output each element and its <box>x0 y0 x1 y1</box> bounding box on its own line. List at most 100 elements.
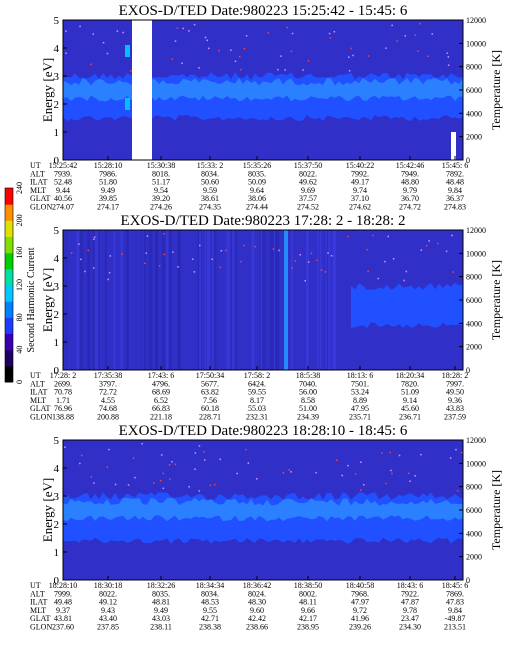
speckle <box>168 464 171 466</box>
speckle <box>419 22 421 25</box>
speckle <box>80 454 83 457</box>
y-axis-label: Energy [eV] <box>40 478 55 542</box>
speckle <box>84 270 86 273</box>
speckle <box>70 252 73 254</box>
striation <box>305 230 309 370</box>
speckle <box>367 55 370 57</box>
table-cell: 8.17 <box>250 396 264 405</box>
speckle <box>352 54 354 57</box>
speckle <box>161 454 163 456</box>
striation <box>197 230 201 370</box>
speckle <box>130 70 132 72</box>
speckle <box>420 453 422 456</box>
table-cell: 42.71 <box>201 614 219 623</box>
table-cell: 9.43 <box>101 606 115 615</box>
speckle <box>172 251 174 253</box>
table-cell: 15:35:26 <box>243 161 271 170</box>
speckle <box>198 490 201 492</box>
speckle <box>132 457 135 459</box>
table-cell: 274.26 <box>150 203 172 212</box>
table-cell: 274.62 <box>349 203 371 212</box>
y-tick-label: 3 <box>54 71 60 83</box>
striation <box>204 230 206 370</box>
table-cell: 48.81 <box>152 598 170 607</box>
table-cell: 43.03 <box>152 614 170 623</box>
panel-1: EXOS-D/TED Date:980223 15:25:42 - 15:45:… <box>30 3 503 212</box>
speckle <box>121 253 123 255</box>
striation <box>251 230 255 370</box>
table-cell: 7820. <box>401 379 419 388</box>
speckle <box>403 279 405 282</box>
table-cell: 3797. <box>99 379 117 388</box>
speckle <box>211 258 213 260</box>
table-cell: 48.30 <box>248 598 266 607</box>
table-cell: 18:36:42 <box>243 581 271 590</box>
striation <box>87 230 91 370</box>
speckle <box>240 260 242 263</box>
striation <box>66 230 68 370</box>
speckle <box>236 472 238 475</box>
speckle <box>447 56 450 58</box>
table-cell: 9.37 <box>56 606 70 615</box>
table-cell: 38.06 <box>248 194 266 203</box>
table-cell: 7939. <box>54 169 72 178</box>
table-cell: 1.71 <box>56 396 70 405</box>
speckle <box>209 484 212 487</box>
colorbar-swatch <box>5 349 13 367</box>
speckle <box>372 234 374 237</box>
table-cell: 274.44 <box>246 203 268 212</box>
table-cell: 18:5:38 <box>296 371 320 380</box>
speckle <box>87 249 89 252</box>
table-cell: 8034. <box>201 169 219 178</box>
striation <box>168 230 172 370</box>
row-label: GLON <box>30 413 52 422</box>
table-cell: 49.17 <box>351 178 369 187</box>
y-tick-label: 5 <box>54 225 60 237</box>
table-cell: 18:32:26 <box>147 581 175 590</box>
speckle <box>171 461 173 463</box>
speckle <box>146 235 149 237</box>
striation <box>98 230 99 370</box>
table-cell: 18:43: 6 <box>397 581 423 590</box>
speckle <box>320 269 323 271</box>
table-cell: 9.59 <box>203 186 217 195</box>
colorbar: 0 40 80 120 160 200 240 Second Harmonic Current <box>4 182 37 384</box>
striation <box>273 230 276 370</box>
y2-tick-label: 10000 <box>466 249 486 258</box>
chart-title: EXOS-D/TED Date:980223 17:28: 2 - 18:28:… <box>121 213 406 229</box>
speckle <box>366 248 368 251</box>
table-cell: 7869. <box>446 589 464 598</box>
table-cell: 7992. <box>351 169 369 178</box>
speckle <box>420 249 423 251</box>
table-cell: 9.49 <box>154 606 168 615</box>
table-cell: 9.78 <box>403 606 417 615</box>
table-cell: 234.30 <box>399 623 421 632</box>
y-tick-label: 3 <box>54 491 60 503</box>
speckle <box>427 55 429 57</box>
table-cell: 63.82 <box>201 388 219 397</box>
table-cell: 274.35 <box>199 203 221 212</box>
speckle <box>182 27 184 30</box>
table-cell: 237.59 <box>444 413 466 422</box>
speckle <box>288 469 290 471</box>
table-cell: 68.69 <box>152 388 170 397</box>
colorbar-tick-label: 160 <box>15 247 24 259</box>
speckle <box>198 445 201 447</box>
speckle <box>290 50 293 53</box>
colorbar-tick-label: 80 <box>15 313 24 321</box>
speckle <box>431 33 433 35</box>
table-cell: 7501. <box>351 379 369 388</box>
speckle <box>243 244 245 247</box>
y2-tick-label: 0 <box>466 576 470 585</box>
speckle <box>145 252 147 254</box>
speckle <box>347 235 349 238</box>
table-cell: 47.95 <box>351 404 369 413</box>
speckle <box>290 471 292 473</box>
speckle <box>176 27 179 29</box>
speckle <box>377 277 379 280</box>
colorbar-tick-label: 200 <box>15 214 24 226</box>
y-tick-label: 0 <box>54 365 60 377</box>
y2-tick-label: 2000 <box>466 343 482 352</box>
table-cell: 43.83 <box>446 404 464 413</box>
speckle <box>390 469 392 472</box>
